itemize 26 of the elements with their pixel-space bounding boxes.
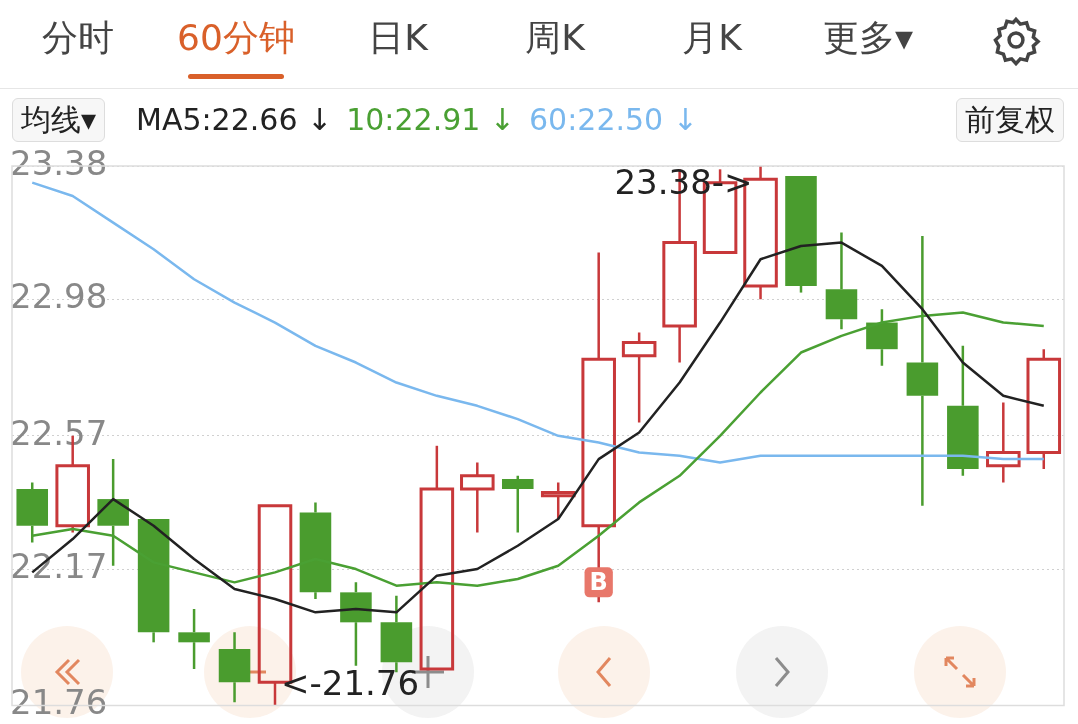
candlestick — [340, 581, 372, 667]
text: 周K — [525, 16, 585, 60]
text: 日K — [368, 16, 428, 60]
candlestick — [947, 344, 979, 478]
text: 均线▾ — [12, 98, 106, 142]
text: 前复权 — [956, 98, 1064, 142]
y-tick-label: 21.76 — [10, 682, 108, 723]
text: 60:22.50 ↓ — [529, 102, 698, 137]
candlestick — [178, 607, 210, 671]
text: 月K — [682, 16, 742, 60]
candlestick — [218, 631, 251, 704]
text: 分时 — [42, 16, 114, 60]
text: 10:22.91 ↓ — [346, 102, 516, 137]
y-tick-label: 22.57 — [10, 412, 108, 453]
candlestick — [986, 401, 1021, 484]
candlestick — [501, 474, 534, 534]
annotation: B — [589, 567, 608, 596]
y-tick-label: 23.38 — [10, 142, 108, 183]
candlestick — [460, 461, 495, 534]
annotation: <-21.76 — [281, 663, 420, 704]
text: MA5:22.66 ↓ — [136, 102, 333, 137]
y-tick-label: 22.98 — [10, 276, 108, 317]
y-tick-label: 22.17 — [10, 545, 108, 586]
text: 更多▾ — [822, 16, 914, 60]
candlestick — [825, 231, 858, 331]
text: 60分钟 — [177, 16, 295, 60]
